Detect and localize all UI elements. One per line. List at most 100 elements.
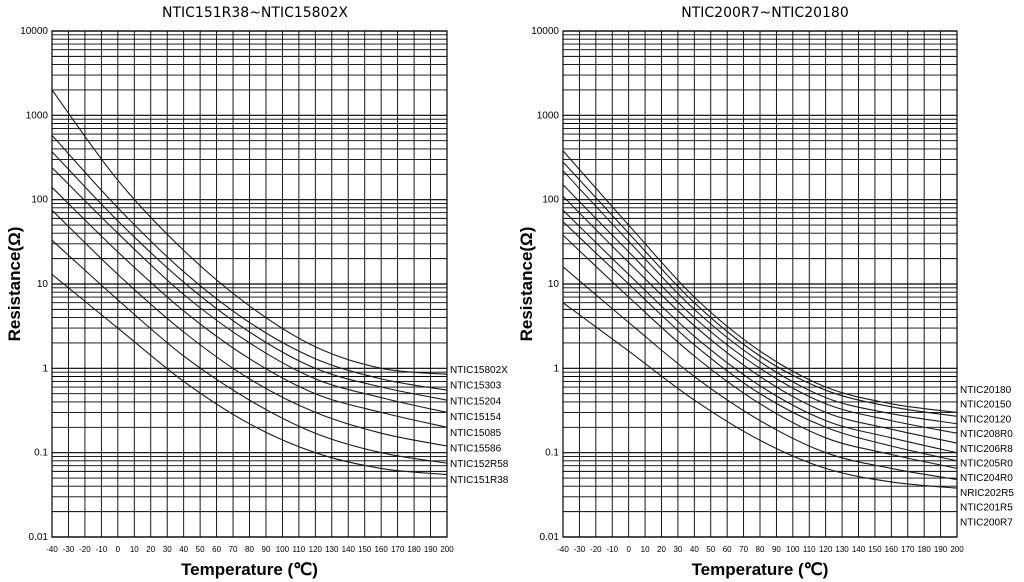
series-line-ntic201r5 [562, 266, 958, 481]
x-tick-label: 40 [690, 545, 699, 554]
series-label: NTIC15802X [450, 365, 508, 376]
x-tick-label: -30 [574, 545, 586, 554]
x-tick-label: 30 [673, 545, 682, 554]
series-line-ntic204r0 [562, 221, 958, 462]
x-tick-label: 200 [440, 545, 454, 554]
x-tick-label: 10 [641, 545, 650, 554]
plot-frame [51, 30, 448, 538]
y-tick-label: 0.1 [34, 448, 48, 459]
series-line-ntic15303 [51, 134, 448, 391]
x-tick-label: 60 [212, 545, 221, 554]
x-tick-label: 190 [934, 545, 948, 554]
series-line-ntic151r38 [51, 273, 448, 476]
x-tick-label: 160 [374, 545, 388, 554]
series-line-ntic15204 [51, 151, 448, 401]
series-line-ntic20150 [562, 161, 958, 417]
y-tick-label: 10000 [531, 26, 559, 37]
x-tick-label: 0 [626, 545, 631, 554]
x-tick-label: -30 [63, 545, 75, 554]
y-tick-label: 10 [37, 279, 49, 290]
x-tick-label: 70 [229, 545, 238, 554]
x-tick-label: 140 [852, 545, 866, 554]
series-line-ntic206r8 [562, 195, 958, 444]
x-tick-label: 10 [130, 545, 139, 554]
series-label: NTIC15586 [450, 444, 502, 455]
x-tick-label: -10 [96, 545, 108, 554]
series-line-nric202r5 [562, 234, 958, 469]
series-label: NTIC15303 [450, 381, 502, 392]
series-label: NTIC151R38 [450, 475, 509, 486]
series-line-ntic152r58 [51, 239, 448, 464]
y-tick-label: 1 [42, 363, 48, 374]
x-axis-label: Temperature (℃) [692, 560, 829, 579]
series-line-ntic20180 [562, 150, 958, 413]
y-axis-label: Resistance(Ω) [5, 227, 24, 342]
x-tick-label: 30 [163, 545, 172, 554]
x-tick-label: 20 [146, 545, 155, 554]
chart-title: NTIC151R38~NTIC15802X [162, 5, 348, 21]
x-tick-label: 110 [803, 545, 816, 554]
x-tick-label: 140 [342, 545, 356, 554]
series-label: NTIC15204 [450, 396, 502, 407]
x-tick-label: 160 [885, 545, 899, 554]
series-label: NTIC204R0 [960, 473, 1013, 484]
y-tick-label: 10 [548, 279, 560, 290]
y-tick-label: 1 [553, 363, 559, 374]
series-label: NTIC15154 [450, 412, 502, 423]
y-tick-label: 1000 [537, 110, 560, 121]
series-label: NTIC20150 [960, 400, 1012, 411]
series-label: NTIC152R58 [450, 459, 509, 470]
x-tick-label: 130 [835, 545, 849, 554]
x-tick-label: 100 [276, 545, 290, 554]
series-label: NTIC201R5 [960, 503, 1013, 514]
x-tick-label: 150 [358, 545, 372, 554]
x-tick-label: -40 [46, 545, 58, 554]
x-axis-label: Temperature (℃) [181, 560, 318, 579]
x-tick-label: 130 [325, 545, 339, 554]
x-tick-label: 90 [262, 545, 271, 554]
x-tick-label: 80 [756, 545, 765, 554]
x-tick-label: 20 [657, 545, 666, 554]
y-tick-label: 100 [31, 195, 48, 206]
x-tick-label: 180 [917, 545, 931, 554]
series-line-ntic15085 [51, 186, 448, 428]
x-tick-label: -10 [606, 545, 618, 554]
x-tick-label: 120 [309, 545, 323, 554]
chart-title: NTIC200R7~NTIC20180 [681, 5, 848, 21]
x-tick-label: 50 [706, 545, 715, 554]
x-tick-label: -40 [557, 545, 569, 554]
y-tick-label: 100 [542, 195, 559, 206]
x-tick-label: -20 [79, 545, 91, 554]
series-line-ntic200r7 [562, 302, 958, 489]
series-label: NTIC20180 [960, 385, 1012, 396]
series-label: NRIC202R5 [960, 488, 1014, 499]
x-tick-label: 100 [786, 545, 800, 554]
series-label: NTIC15085 [450, 428, 502, 439]
y-tick-label: 10000 [20, 26, 48, 37]
series-line-ntic15586 [51, 209, 448, 447]
plot-frame [562, 30, 958, 538]
y-tick-label: 0.01 [29, 532, 49, 543]
y-tick-label: 1000 [26, 110, 49, 121]
y-tick-label: 0.01 [540, 532, 560, 543]
x-tick-label: 120 [819, 545, 833, 554]
x-tick-label: 0 [116, 545, 121, 554]
y-axis-label: Resistance(Ω) [517, 227, 536, 342]
series-label: NTIC20120 [960, 414, 1012, 425]
x-tick-label: 40 [179, 545, 188, 554]
x-tick-label: 60 [723, 545, 732, 554]
x-tick-label: 80 [245, 545, 254, 554]
series-line-ntic208r0 [562, 184, 958, 434]
series-line-ntic15154 [51, 167, 448, 413]
chart-1: 10000 1000 100 10 1 0.1 0.01 -40 -30 -20 -10 0 10 20 3… [5, 5, 509, 579]
chart-2: 10000 1000 100 10 1 0.1 0.01 -40 -30 -20 -10 0 10 20 3… [517, 5, 1014, 579]
series-line-ntic20120 [562, 170, 958, 425]
x-tick-label: 50 [196, 545, 205, 554]
x-tick-label: 150 [868, 545, 882, 554]
x-tick-label: 170 [391, 545, 405, 554]
y-tick-label: 0.1 [545, 448, 559, 459]
x-tick-label: 90 [772, 545, 781, 554]
x-tick-label: -20 [590, 545, 602, 554]
series-line-ntic205r0 [562, 209, 958, 454]
